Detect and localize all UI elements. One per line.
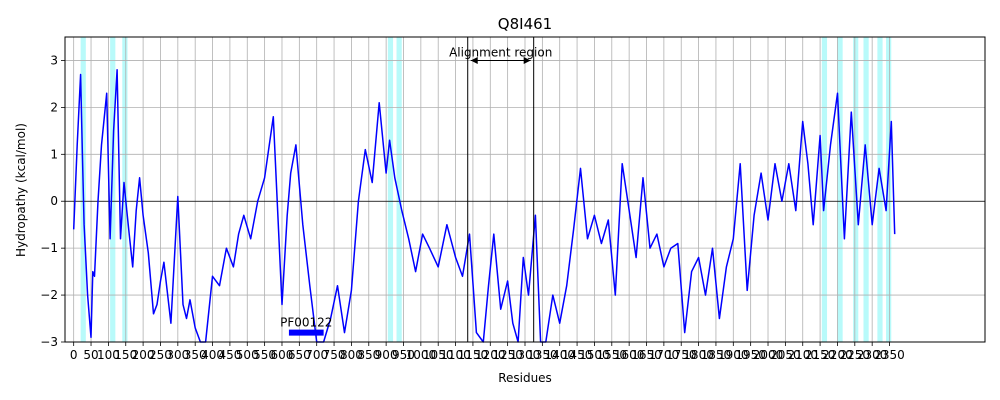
- hydrophobic-region: [387, 37, 394, 342]
- y-tick-label: 2: [50, 100, 58, 114]
- x-tick-label: 1000: [406, 348, 437, 362]
- x-axis-label: Residues: [498, 371, 552, 385]
- y-tick-label: 0: [50, 194, 58, 208]
- x-tick-label: 1750: [666, 348, 697, 362]
- x-tick-label: 1400: [544, 348, 575, 362]
- x-tick-label: 300: [166, 348, 189, 362]
- x-axis-ticks: 0 501001502002503003504004505005506006507…: [70, 342, 905, 362]
- x-tick-label: 850: [357, 348, 380, 362]
- x-tick-label: 1650: [631, 348, 662, 362]
- y-tick-label: 3: [50, 53, 58, 67]
- x-tick-label: 1250: [492, 348, 523, 362]
- x-tick-label: 500: [236, 348, 259, 362]
- hydrophobic-region: [877, 37, 883, 342]
- x-tick-label: 900: [375, 348, 398, 362]
- pfam-domain: PF00122: [280, 316, 332, 336]
- x-tick-label: 450: [218, 348, 241, 362]
- hydrophobic-region: [396, 37, 402, 342]
- x-tick-label: 2300: [857, 348, 888, 362]
- x-tick-label: 800: [340, 348, 363, 362]
- x-tick-label: 50: [83, 348, 98, 362]
- hydropathy-series: [72, 69, 896, 343]
- x-tick-label: 700: [305, 348, 328, 362]
- x-tick-label: 1550: [597, 348, 628, 362]
- y-axis-ticks: −3 −2 −1 0 1 2 3: [40, 53, 65, 349]
- x-tick-label: 400: [201, 348, 224, 362]
- alignment-arrowhead-right: [523, 56, 531, 64]
- x-tick-label: 2100: [787, 348, 818, 362]
- x-tick-label: 1200: [475, 348, 506, 362]
- x-tick-label: 2000: [753, 348, 784, 362]
- x-tick-label: 750: [323, 348, 346, 362]
- x-tick-label: 2250: [840, 348, 871, 362]
- hydropathy-line: [72, 69, 896, 343]
- x-tick-label: 1950: [735, 348, 766, 362]
- y-tick-label: 1: [50, 147, 58, 161]
- hydrophobic-regions: [80, 37, 892, 342]
- x-tick-label: 1100: [440, 348, 471, 362]
- hydrophobic-region: [863, 37, 869, 342]
- x-tick-label: 1700: [649, 348, 680, 362]
- hydrophobic-region: [821, 37, 828, 342]
- x-tick-label: 200: [132, 348, 155, 362]
- chart-title: Q8I461: [498, 15, 552, 33]
- pfam-domain-bar: [288, 329, 324, 336]
- x-tick-label: 150: [114, 348, 137, 362]
- x-tick-label: 600: [271, 348, 294, 362]
- alignment-region: Alignment region: [449, 37, 552, 342]
- x-tick-label: 1850: [701, 348, 732, 362]
- x-tick-label: 650: [288, 348, 311, 362]
- x-tick-label: 950: [392, 348, 415, 362]
- x-tick-label: 2050: [770, 348, 801, 362]
- x-tick-label: 1900: [718, 348, 749, 362]
- x-tick-label: 1500: [579, 348, 610, 362]
- x-tick-label: 1150: [458, 348, 489, 362]
- x-tick-label: 550: [253, 348, 276, 362]
- x-tick-label: 100: [97, 348, 120, 362]
- hydrophobic-region: [886, 37, 892, 342]
- alignment-region-label: Alignment region: [449, 45, 552, 59]
- x-tick-label: 1350: [527, 348, 558, 362]
- pfam-domain-label: PF00122: [280, 316, 332, 330]
- y-tick-label: −3: [40, 335, 58, 349]
- x-tick-label: 1800: [683, 348, 714, 362]
- x-tick-label: 2200: [822, 348, 853, 362]
- x-tick-label: 0: [70, 348, 78, 362]
- x-tick-label: 250: [149, 348, 172, 362]
- x-tick-label: 1450: [562, 348, 593, 362]
- hydrophobic-region: [110, 37, 116, 342]
- x-tick-label: 1050: [423, 348, 454, 362]
- x-tick-label: 350: [184, 348, 207, 362]
- y-axis-label: Hydropathy (kcal/mol): [14, 123, 28, 257]
- y-tick-label: −2: [40, 288, 58, 302]
- x-tick-label: 2350: [874, 348, 905, 362]
- hydrophobic-region: [837, 37, 843, 342]
- y-tick-label: −1: [40, 241, 58, 255]
- x-tick-label: 1600: [614, 348, 645, 362]
- x-tick-label: 2150: [805, 348, 836, 362]
- x-tick-label: 1300: [510, 348, 541, 362]
- alignment-arrowhead-left: [470, 56, 478, 64]
